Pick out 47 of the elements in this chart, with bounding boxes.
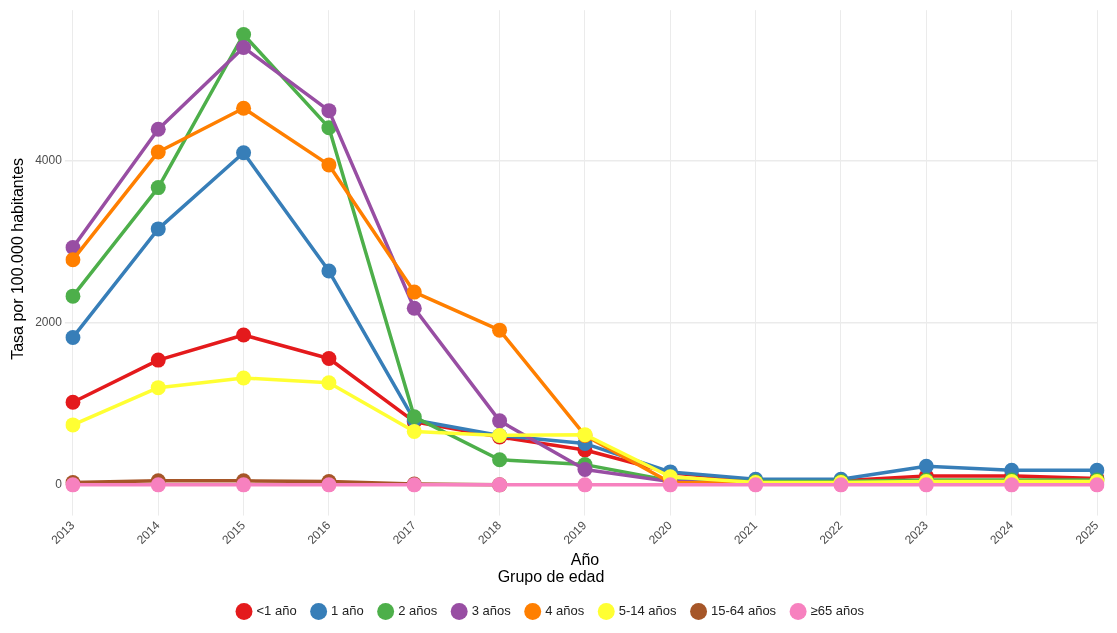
point <box>236 27 252 42</box>
point <box>65 417 81 433</box>
point <box>577 461 593 477</box>
point <box>236 370 252 386</box>
point <box>236 145 252 161</box>
point <box>150 180 166 196</box>
legend-label: 1 año <box>331 603 364 619</box>
point <box>236 39 252 55</box>
legend-label: ≥65 años <box>810 603 865 619</box>
point <box>321 103 337 119</box>
point <box>406 423 422 439</box>
point <box>150 380 166 396</box>
legend-label: <1 año <box>256 603 297 619</box>
point <box>65 329 81 345</box>
point <box>577 477 593 493</box>
point <box>150 121 166 137</box>
point <box>65 394 81 410</box>
legend-label: 5-14 años <box>618 603 678 619</box>
point <box>321 157 337 173</box>
point <box>150 352 166 368</box>
point <box>492 413 508 429</box>
point <box>236 100 252 116</box>
y-axis-title: Tasa por 100.000 habitantes <box>9 157 27 360</box>
point <box>150 477 166 493</box>
point <box>65 252 81 268</box>
x-axis-title: Año <box>570 550 600 568</box>
legend-label: 4 años <box>545 603 585 619</box>
point <box>918 458 934 474</box>
point <box>150 144 166 160</box>
point <box>150 221 166 237</box>
y-tick-label: 4000 <box>35 153 63 168</box>
point <box>406 300 422 316</box>
point <box>321 375 337 391</box>
point <box>492 452 508 468</box>
legend-label: 15-64 años <box>711 603 777 619</box>
point <box>236 477 252 493</box>
point <box>492 322 508 338</box>
point <box>321 263 337 279</box>
point <box>236 327 252 343</box>
point <box>321 351 337 366</box>
legend-title: Grupo de edad <box>497 568 605 586</box>
legend-label: 2 años <box>398 603 438 619</box>
point <box>65 288 81 304</box>
y-tick-label: 2000 <box>35 315 63 330</box>
point <box>406 284 422 300</box>
y-tick-label: 0 <box>55 477 63 492</box>
legend-label: 3 años <box>471 603 512 619</box>
